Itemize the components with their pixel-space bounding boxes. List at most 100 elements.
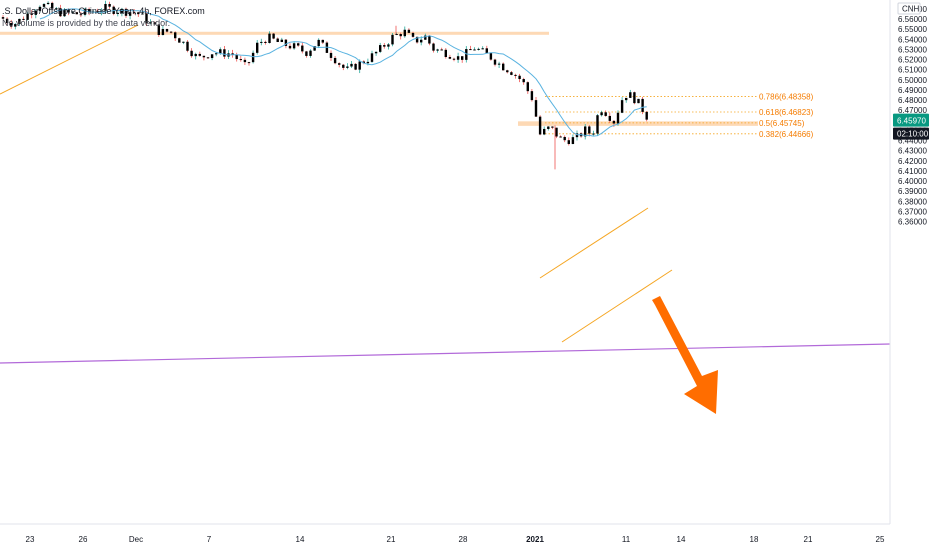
candle-body bbox=[305, 51, 308, 56]
chart-title: .S. Dollar/Offshore Chinese Yuan, 4h, FO… bbox=[2, 6, 205, 16]
arrow-layer bbox=[652, 296, 718, 414]
candle-body bbox=[251, 52, 255, 63]
candle-body bbox=[14, 24, 17, 27]
candle-body bbox=[395, 34, 398, 36]
candle-body bbox=[169, 31, 173, 33]
candle-body bbox=[596, 115, 599, 134]
candle-body bbox=[465, 49, 468, 60]
candle-body bbox=[374, 51, 378, 54]
candle-body bbox=[543, 128, 546, 135]
candle-body bbox=[366, 61, 370, 64]
fib-label: 0.382(6.44666) bbox=[759, 130, 814, 139]
candle-body bbox=[141, 13, 144, 15]
candle-body bbox=[522, 79, 525, 83]
y-tick-label: 6.39000 bbox=[898, 187, 927, 196]
long-trendline bbox=[0, 343, 891, 364]
candle-body bbox=[633, 92, 636, 104]
y-tick-label: 6.48000 bbox=[898, 96, 927, 105]
candle-body bbox=[469, 49, 472, 51]
candle-body bbox=[153, 22, 156, 25]
candle-body bbox=[497, 63, 501, 65]
candle-body bbox=[186, 41, 189, 51]
y-tick-label: 6.38000 bbox=[898, 197, 927, 206]
candle-body bbox=[604, 112, 607, 116]
y-tick-label: 6.43000 bbox=[898, 147, 927, 156]
price-badges: 6.45970 02:10:00 bbox=[893, 113, 929, 140]
long-trendline-layer bbox=[0, 343, 891, 364]
down-arrow bbox=[652, 296, 718, 414]
channel-lower-line bbox=[561, 269, 673, 343]
candle-body bbox=[362, 61, 365, 64]
candle-body bbox=[399, 34, 402, 37]
candles-layer bbox=[1, 0, 648, 170]
channel-upper-line bbox=[539, 207, 649, 279]
time-axis[interactable]: 23 26 Dec 7 14 21 28 2021 11 14 18 21 25 bbox=[26, 535, 885, 544]
candle-body bbox=[223, 49, 226, 57]
candle-body bbox=[128, 12, 132, 16]
candle-body bbox=[333, 57, 337, 64]
x-tick-label: 21 bbox=[387, 535, 396, 544]
candle-body bbox=[247, 62, 251, 64]
y-tick-label: 6.36000 bbox=[898, 218, 927, 227]
y-tick-label: 6.40000 bbox=[898, 177, 927, 186]
candle-body bbox=[411, 32, 415, 37]
candle-body bbox=[592, 133, 595, 135]
candle-body bbox=[530, 91, 534, 101]
x-tick-label: 14 bbox=[677, 535, 686, 544]
candle-body bbox=[194, 53, 197, 57]
candle-body bbox=[137, 12, 140, 15]
candle-body bbox=[165, 28, 169, 32]
y-tick-label: 6.47000 bbox=[898, 106, 927, 115]
candle-body bbox=[358, 61, 361, 70]
y-tick-label: 6.49000 bbox=[898, 86, 927, 95]
fib-label: 0.786(6.48358) bbox=[759, 92, 814, 101]
fib-layer: 0.786(6.48358) 0.618(6.46823) 0.5(6.45745)… bbox=[545, 92, 814, 139]
candle-body bbox=[518, 75, 521, 80]
candle-body bbox=[338, 63, 341, 65]
candle-body bbox=[510, 72, 513, 75]
x-tick-label: Dec bbox=[129, 535, 143, 544]
candle-body bbox=[301, 45, 304, 52]
candle-body bbox=[79, 14, 83, 16]
x-tick-label: 23 bbox=[26, 535, 35, 544]
moving-average-line bbox=[39, 8, 647, 137]
candle-body bbox=[268, 33, 271, 43]
candle-body bbox=[571, 137, 575, 144]
plot-area bbox=[0, 0, 890, 524]
candle-body bbox=[83, 9, 87, 15]
x-tick-label: 26 bbox=[79, 535, 88, 544]
candle-body bbox=[625, 97, 628, 101]
candle-body bbox=[383, 45, 386, 47]
y-tick-label: 6.37000 bbox=[898, 207, 927, 216]
candle-body bbox=[436, 49, 439, 51]
candle-body bbox=[600, 112, 603, 116]
candle-body bbox=[219, 49, 222, 54]
candle-body bbox=[149, 22, 152, 24]
countdown-badge bbox=[893, 127, 929, 140]
price-axis[interactable]: 6.570006.560006.550006.540006.530006.520… bbox=[897, 2, 927, 227]
candle-body bbox=[526, 82, 529, 92]
y-tick-label: 6.50000 bbox=[898, 76, 927, 85]
candle-body bbox=[116, 12, 119, 14]
candle-body bbox=[485, 48, 488, 54]
candle-body bbox=[346, 66, 349, 68]
candle-body bbox=[448, 57, 452, 59]
candle-body bbox=[629, 92, 632, 98]
candle-body bbox=[38, 6, 42, 11]
y-tick-label: 6.56000 bbox=[898, 15, 927, 24]
x-tick-label: 11 bbox=[622, 535, 631, 544]
candle-body bbox=[34, 10, 37, 15]
trendlines-layer bbox=[0, 24, 673, 343]
candle-body bbox=[87, 9, 91, 13]
candle-body bbox=[51, 2, 54, 9]
candle-body bbox=[59, 8, 62, 17]
y-tick-label: 6.53000 bbox=[898, 45, 927, 54]
candle-body bbox=[489, 53, 493, 60]
candle-body bbox=[104, 3, 107, 11]
candle-body bbox=[256, 42, 259, 53]
x-tick-label: 2021 bbox=[526, 535, 544, 544]
candle-body bbox=[350, 63, 353, 67]
candle-body bbox=[210, 54, 214, 59]
